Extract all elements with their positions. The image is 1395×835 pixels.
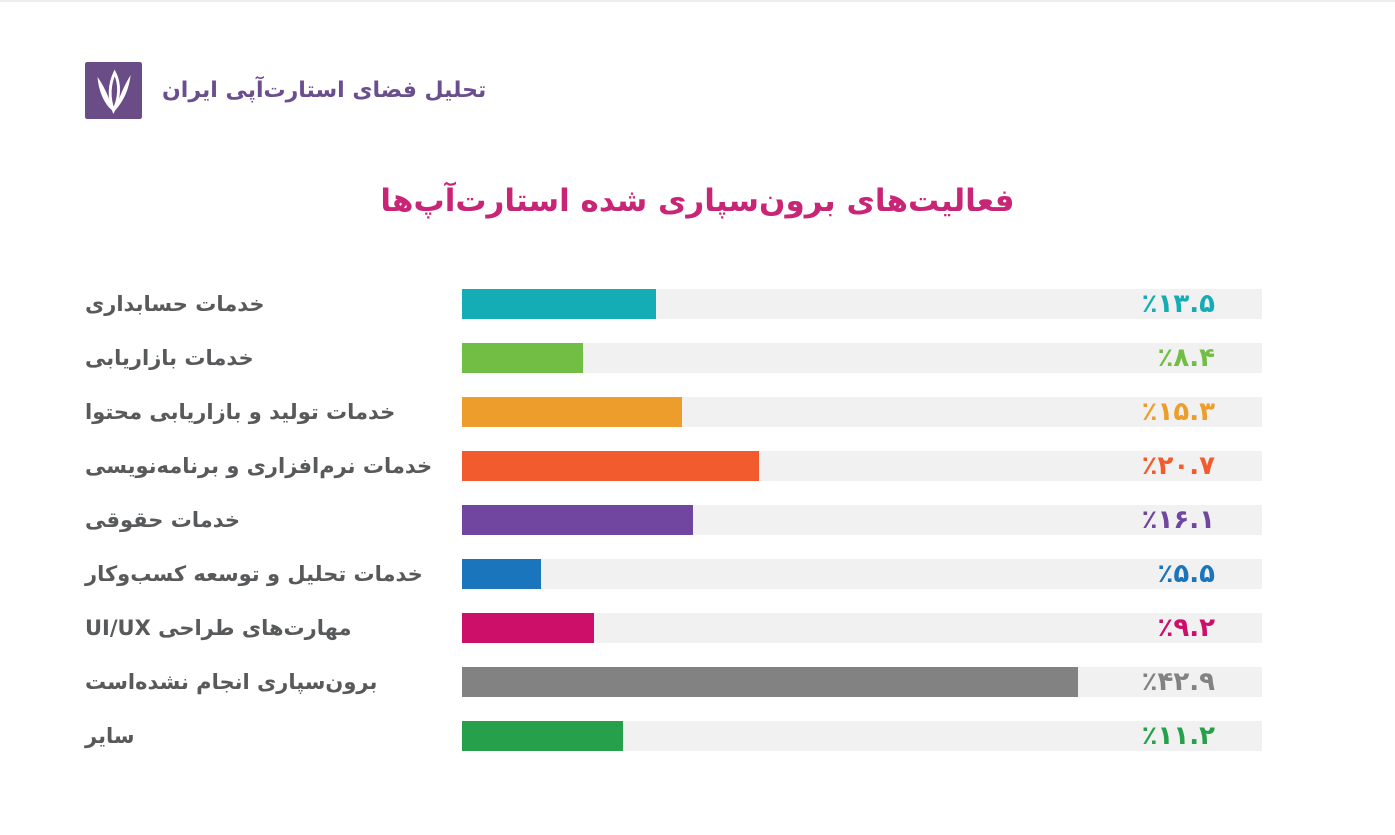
value-label: ٪۱۳.۵ [1141,289,1215,319]
chart-row: خدمات حسابداری ٪۱۳.۵ [85,289,1262,319]
header: تحلیل فضای استارت‌آپی ایران [85,62,486,119]
value-label: ٪۲۰.۷ [1141,451,1215,481]
category-label: برون‌سپاری انجام نشده‌است [85,670,378,694]
category-label: خدمات حقوقی [85,508,240,532]
chart-row: خدمات تولید و بازاریابی محتوا ٪۱۵.۳ [85,397,1262,427]
bar-fill [462,343,583,373]
category-label: خدمات نرم‌افزاری و برنامه‌نویسی [85,454,433,478]
chart-row: خدمات تحلیل و توسعه کسب‌وکار ٪۵.۵ [85,559,1262,589]
chart-row: خدمات بازاریابی ٪۸.۴ [85,343,1262,373]
category-label: خدمات حسابداری [85,292,265,316]
bar-fill [462,289,656,319]
category-label: خدمات تحلیل و توسعه کسب‌وکار [85,562,423,586]
bar-fill [462,613,595,643]
bar-fill [462,451,760,481]
bar-track: ٪۵.۵ [462,559,1262,589]
bar-fill [462,397,682,427]
bar-track: ٪۸.۴ [462,343,1262,373]
bar-chart: خدمات حسابداری ٪۱۳.۵ خدمات بازاریابی ٪۸.… [85,289,1262,751]
category-label: سایر [85,724,135,748]
bar-track: ٪۹.۲ [462,613,1262,643]
value-label: ٪۸.۴ [1157,343,1215,373]
bar-fill [462,559,541,589]
bar-track: ٪۱۵.۳ [462,397,1262,427]
category-label: خدمات بازاریابی [85,346,254,370]
value-label: ٪۱۱.۲ [1141,721,1215,751]
chart-row: سایر ٪۱۱.۲ [85,721,1262,751]
chart-row: خدمات نرم‌افزاری و برنامه‌نویسی ٪۲۰.۷ [85,451,1262,481]
chart-title: فعالیت‌های برون‌سپاری شده استارت‌آپ‌ها [380,183,1015,219]
brand-title: تحلیل فضای استارت‌آپی ایران [162,78,487,103]
bar-track: ٪۴۲.۹ [462,667,1262,697]
bar-fill [462,505,694,535]
chart-row: خدمات حقوقی ٪۱۶.۱ [85,505,1262,535]
bar-fill [462,721,623,751]
category-label: خدمات تولید و بازاریابی محتوا [85,400,396,424]
bar-track: ٪۱۱.۲ [462,721,1262,751]
bar-track: ٪۱۶.۱ [462,505,1262,535]
brand-logo-icon [85,62,142,119]
value-label: ٪۹.۲ [1157,613,1215,643]
chart-row: برون‌سپاری انجام نشده‌است ٪۴۲.۹ [85,667,1262,697]
bar-track: ٪۲۰.۷ [462,451,1262,481]
category-label: مهارت‌های طراحی UI/UX [85,616,352,640]
chart-row: مهارت‌های طراحی UI/UX ٪۹.۲ [85,613,1262,643]
value-label: ٪۴۲.۹ [1141,667,1215,697]
value-label: ٪۱۶.۱ [1141,505,1215,535]
bar-track: ٪۱۳.۵ [462,289,1262,319]
value-label: ٪۱۵.۳ [1141,397,1215,427]
value-label: ٪۵.۵ [1157,559,1215,589]
bar-fill [462,667,1079,697]
